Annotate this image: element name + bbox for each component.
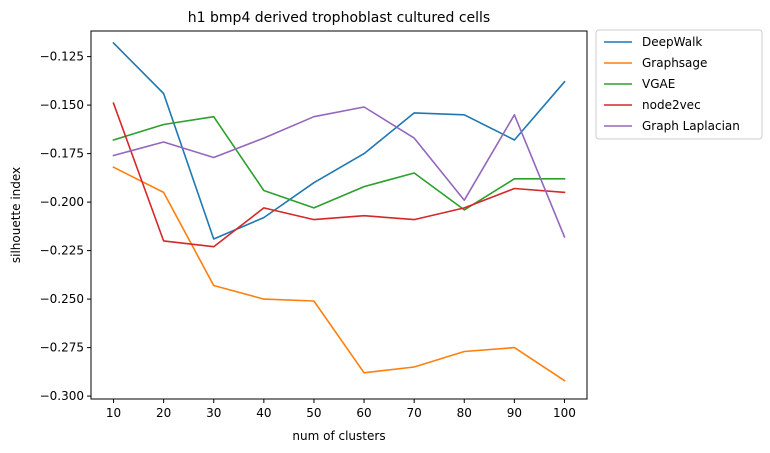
y-tick-label: −0.150	[40, 98, 84, 112]
series-line-vgae	[112, 115, 566, 211]
legend-label-graphsage: Graphsage	[642, 56, 707, 70]
plot-area	[112, 41, 566, 382]
y-tick-label: −0.225	[40, 244, 84, 258]
y-tick-label: −0.125	[40, 50, 84, 64]
series-line-graphsage	[112, 166, 566, 382]
x-tick-label: 90	[507, 406, 522, 420]
x-tick-label: 40	[256, 406, 271, 420]
chart-title: h1 bmp4 derived trophoblast cultured cel…	[188, 10, 490, 26]
legend-frame	[595, 29, 763, 140]
x-axis-label: num of clusters	[292, 429, 385, 443]
x-tick-label: 60	[356, 406, 371, 420]
y-tick-label: −0.300	[40, 389, 84, 403]
x-tick-label: 10	[106, 406, 121, 420]
x-tick-label: 100	[553, 406, 576, 420]
y-axis-label: silhouette index	[9, 167, 23, 263]
legend-label-deepwalk: DeepWalk	[642, 35, 702, 49]
legend-label-graph-laplacian: Graph Laplacian	[642, 119, 740, 133]
y-tick-label: −0.250	[40, 292, 84, 306]
x-tick-label: 70	[407, 406, 422, 420]
y-axis-ticks: −0.125 −0.150 −0.175 −0.200 −0.225 −0.250 −0.2…	[40, 50, 91, 403]
x-axis-ticks: 10 20 30 40 50 60 70 80 90 100	[106, 399, 576, 420]
legend: DeepWalk Graphsage VGAE node2vec Graph Lapla…	[595, 29, 763, 140]
x-tick-label: 30	[206, 406, 221, 420]
x-tick-label: 80	[457, 406, 472, 420]
series-line-deepwalk	[112, 41, 566, 240]
y-tick-label: −0.200	[40, 195, 84, 209]
y-tick-label: −0.275	[40, 341, 84, 355]
x-tick-label: 50	[306, 406, 321, 420]
x-tick-label: 20	[156, 406, 171, 420]
legend-label-node2vec: node2vec	[642, 98, 701, 112]
series-line-node2vec	[112, 102, 566, 248]
legend-label-vgae: VGAE	[642, 77, 675, 91]
y-tick-label: −0.175	[40, 147, 84, 161]
plot-frame	[90, 30, 588, 400]
series-line-graph-laplacian	[112, 106, 566, 239]
